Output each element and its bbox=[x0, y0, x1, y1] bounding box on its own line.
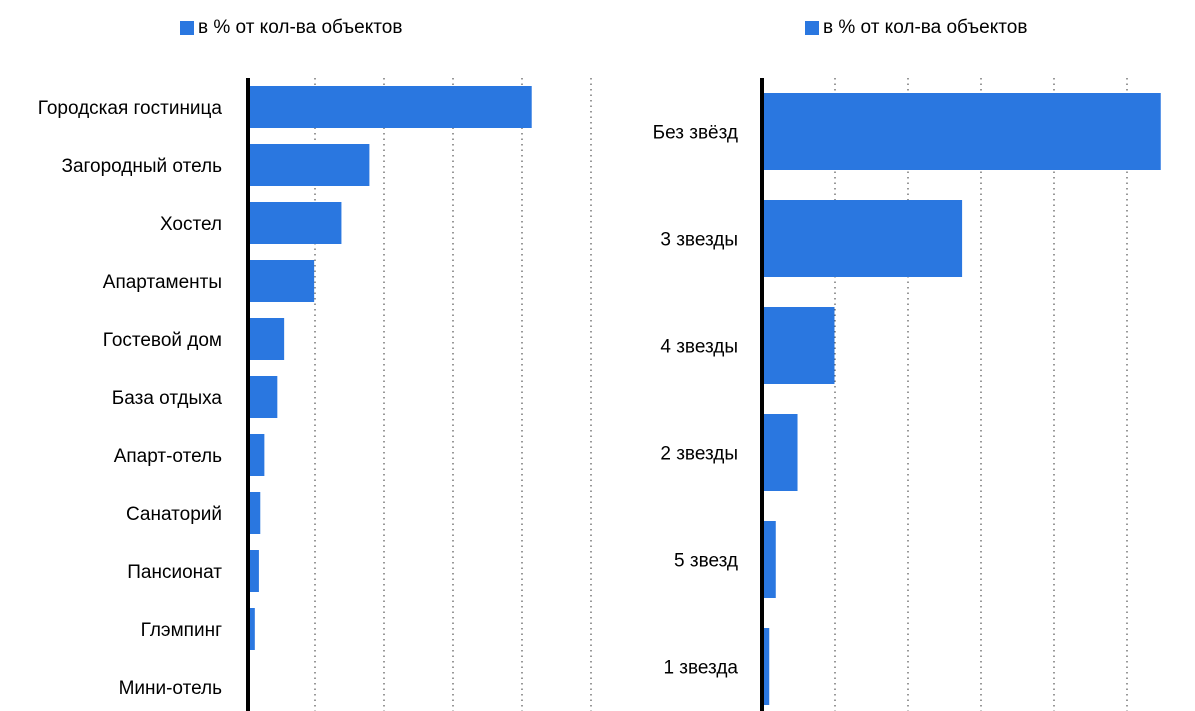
legend-label: в % от кол-ва объектов bbox=[823, 17, 1028, 38]
category-label: Пансионат bbox=[127, 562, 222, 583]
bar bbox=[762, 200, 963, 277]
bar bbox=[248, 492, 261, 534]
category-label: 2 звезды bbox=[660, 444, 738, 465]
bar bbox=[248, 260, 315, 302]
category-label: Мини-отель bbox=[119, 678, 223, 699]
legend-left: в % от кол-ва объектов bbox=[180, 17, 402, 39]
chart-star-ratings: Без звёзд 3 звезды 4 звезды 2 звезды 5 звезд… bbox=[653, 78, 1161, 711]
bar bbox=[248, 318, 285, 360]
bar bbox=[248, 144, 370, 186]
legend-right: в % от кол-ва объектов bbox=[805, 17, 1027, 39]
bar bbox=[762, 414, 798, 491]
category-label: Апартаменты bbox=[103, 272, 222, 293]
bar bbox=[762, 628, 770, 705]
category-label: Гостевой дом bbox=[103, 330, 222, 351]
category-label: 5 звезд bbox=[674, 551, 738, 572]
category-label: 3 звезды bbox=[660, 230, 738, 251]
legend-label: в % от кол-ва объектов bbox=[198, 17, 403, 38]
bar bbox=[762, 521, 776, 598]
legend-swatch bbox=[805, 21, 819, 35]
bar bbox=[248, 202, 342, 244]
bar bbox=[248, 434, 265, 476]
bar bbox=[248, 376, 278, 418]
category-label: Загородный отель bbox=[61, 156, 222, 177]
bar bbox=[762, 93, 1161, 170]
category-label: Глэмпинг bbox=[141, 620, 222, 641]
legend-swatch bbox=[180, 21, 194, 35]
category-label: Без звёзд bbox=[653, 123, 738, 144]
category-label: 1 звезда bbox=[663, 658, 738, 679]
bar bbox=[248, 86, 532, 128]
category-label: Городская гостиница bbox=[38, 98, 223, 119]
chart-object-types: Городская гостиница Загородный отель Хосте… bbox=[38, 78, 592, 711]
bar bbox=[248, 608, 255, 650]
category-label: База отдыха bbox=[112, 388, 223, 409]
category-label: Апарт-отель bbox=[114, 446, 222, 467]
bar bbox=[762, 307, 835, 384]
category-label: 4 звезды bbox=[660, 337, 738, 358]
category-label: Хостел bbox=[160, 214, 222, 235]
bar bbox=[248, 550, 259, 592]
category-label: Санаторий bbox=[126, 504, 222, 525]
